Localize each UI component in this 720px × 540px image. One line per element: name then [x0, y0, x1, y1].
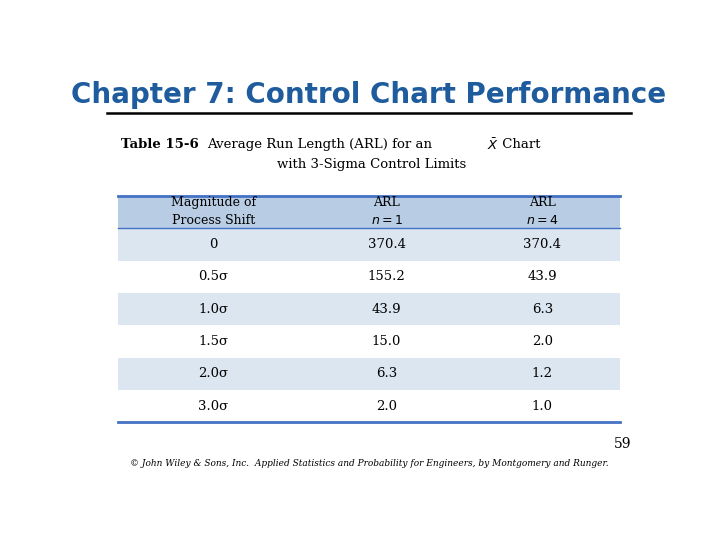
Text: 1.0σ: 1.0σ	[198, 302, 228, 315]
Text: 6.3: 6.3	[376, 367, 397, 380]
Text: 2.0: 2.0	[376, 400, 397, 413]
FancyBboxPatch shape	[118, 390, 620, 422]
Text: with 3-Sigma Control Limits: with 3-Sigma Control Limits	[277, 158, 466, 171]
FancyBboxPatch shape	[118, 260, 620, 293]
Text: Average Run Length (ARL) for an: Average Run Length (ARL) for an	[207, 138, 436, 151]
Text: 370.4: 370.4	[368, 238, 405, 251]
Text: 1.2: 1.2	[532, 367, 553, 380]
Text: 1.0: 1.0	[532, 400, 553, 413]
Text: $\bar{X}$: $\bar{X}$	[487, 138, 499, 153]
FancyBboxPatch shape	[118, 196, 620, 228]
Text: 2.0σ: 2.0σ	[198, 367, 228, 380]
Text: Chart: Chart	[498, 138, 541, 151]
FancyBboxPatch shape	[118, 357, 620, 390]
Text: 155.2: 155.2	[368, 270, 405, 283]
Text: Magnitude of
Process Shift: Magnitude of Process Shift	[171, 197, 256, 227]
FancyBboxPatch shape	[118, 325, 620, 357]
Text: 0: 0	[209, 238, 217, 251]
Text: 0.5σ: 0.5σ	[198, 270, 228, 283]
Text: 2.0: 2.0	[532, 335, 553, 348]
Text: © John Wiley & Sons, Inc.  Applied Statistics and Probability for Engineers, by : © John Wiley & Sons, Inc. Applied Statis…	[130, 459, 608, 468]
Text: ARL
$n = 1$: ARL $n = 1$	[371, 197, 402, 227]
Text: 43.9: 43.9	[372, 302, 401, 315]
Text: 3.0σ: 3.0σ	[198, 400, 228, 413]
Text: 59: 59	[613, 437, 631, 451]
Text: 1.5σ: 1.5σ	[198, 335, 228, 348]
Text: ARL
$n = 4$: ARL $n = 4$	[526, 197, 559, 227]
Text: 6.3: 6.3	[531, 302, 553, 315]
Text: 43.9: 43.9	[528, 270, 557, 283]
Text: 15.0: 15.0	[372, 335, 401, 348]
FancyBboxPatch shape	[118, 293, 620, 325]
Text: Chapter 7: Control Chart Performance: Chapter 7: Control Chart Performance	[71, 82, 667, 110]
Text: 370.4: 370.4	[523, 238, 562, 251]
FancyBboxPatch shape	[118, 228, 620, 260]
Text: Table 15-6: Table 15-6	[121, 138, 199, 151]
